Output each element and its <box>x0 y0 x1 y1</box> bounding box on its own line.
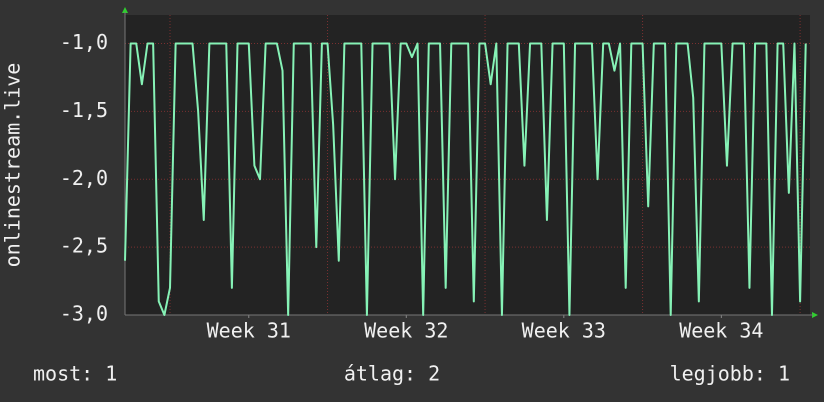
y-tick-label: -1,0 <box>60 30 108 54</box>
axis-arrow <box>812 312 818 318</box>
plot-area <box>125 15 810 315</box>
y-axis-label: onlinestream.live <box>1 63 25 268</box>
x-tick-label: Week 31 <box>207 319 291 343</box>
series-line <box>124 42 807 316</box>
y-tick-label: -2,5 <box>60 234 108 258</box>
y-tick-label: -1,5 <box>60 98 108 122</box>
x-tick-label: Week 34 <box>679 319 763 343</box>
x-tick-label: Week 33 <box>522 319 606 343</box>
x-tick-label: Week 32 <box>364 319 448 343</box>
axis-arrow <box>122 7 128 13</box>
stat-average: átlag: 2 <box>344 362 440 386</box>
y-tick-label: -3,0 <box>60 302 108 326</box>
y-tick-label: -2,0 <box>60 166 108 190</box>
stat-current: most: 1 <box>33 362 117 386</box>
stat-best: legjobb: 1 <box>670 362 790 386</box>
